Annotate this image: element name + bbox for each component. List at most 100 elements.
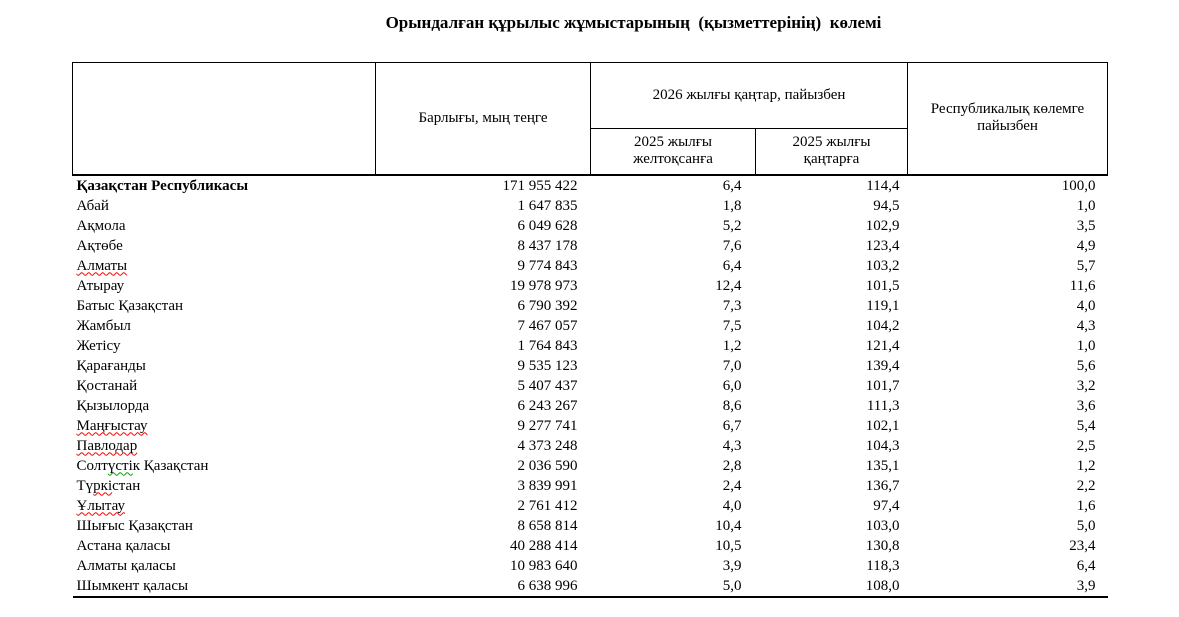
republic-share-cell: 5,6 [1076, 357, 1096, 374]
republic-share-cell: 1,0 [1076, 337, 1096, 354]
change-vs-dec-2025-cell: 6,7 [722, 417, 742, 434]
region-text: Ақмола [76, 217, 126, 234]
republic-share-cell: 5,7 [1076, 257, 1096, 274]
region-text: Батыс Қазақстан [76, 297, 184, 314]
table-row: Қарағанды 9 535 123 7,0 139,4 5,6 [73, 356, 1108, 376]
change-vs-jan-2025-cell: 103,2 [865, 257, 900, 274]
region-text: Жетісу [76, 337, 121, 354]
change-vs-dec-2025-cell: 7,6 [722, 237, 742, 254]
change-vs-dec-2025-cell: 6,4 [722, 177, 742, 194]
republic-share-cell: 1,2 [1076, 457, 1096, 474]
republic-share-cell: 1,0 [1076, 197, 1096, 214]
region-text: Ақтөбе [76, 237, 123, 254]
region-cell: Ұлытау [73, 496, 376, 516]
region-text: Солт [76, 457, 108, 474]
republic-share-cell: 3,6 [1076, 397, 1096, 414]
total-cell: 40 288 414 [510, 537, 578, 554]
total-cell: 8 658 814 [517, 517, 578, 534]
region-text: Қызылорда [76, 397, 150, 414]
header-group-january-2026-percent: 2026 жылғы қаңтар, пайызбен [590, 62, 908, 129]
table-row: Шығыс Қазақстан 8 658 814 10,4 103,0 5,0 [73, 516, 1108, 536]
total-cell: 9 535 123 [517, 357, 578, 374]
total-cell: 2 761 412 [517, 497, 578, 514]
header-republic-volume-percent: Республикалық көлемге пайызбен [907, 62, 1108, 176]
change-vs-dec-2025-cell: 5,2 [722, 217, 742, 234]
change-vs-jan-2025-cell: 130,8 [865, 537, 900, 554]
change-vs-dec-2025-cell: 7,3 [722, 297, 742, 314]
change-vs-jan-2025-cell: 101,7 [865, 377, 900, 394]
republic-share-cell: 4,9 [1076, 237, 1096, 254]
table-row: Алматы қаласы 10 983 640 3,9 118,3 6,4 [73, 556, 1108, 576]
table-row: Абай 1 647 835 1,8 94,5 1,0 [73, 196, 1108, 216]
change-vs-dec-2025-cell: 4,0 [722, 497, 742, 514]
header-row-2: 2025 жылғы желтоқсанға 2025 жылғы қаңтар… [73, 128, 1108, 176]
table-row: Ұлытау 2 761 412 4,0 97,4 1,6 [73, 496, 1108, 516]
total-cell: 6 243 267 [517, 397, 578, 414]
change-vs-dec-2025-cell: 10,4 [715, 517, 742, 534]
region-cell: Жетісу [73, 336, 376, 356]
total-cell: 10 983 640 [510, 557, 578, 574]
republic-share-cell: 2,2 [1076, 477, 1096, 494]
change-vs-dec-2025-cell: 7,5 [722, 317, 742, 334]
region-cell: Қызылорда [73, 396, 376, 416]
region-cell: Алматы қаласы [73, 556, 376, 576]
region-text: Атырау [76, 277, 125, 294]
misspelled-text: Ұлытау [76, 497, 126, 514]
total-cell: 2 036 590 [517, 457, 578, 474]
table-row: Қостанай 5 407 437 6,0 101,7 3,2 [73, 376, 1108, 396]
region-cell: Ақмола [73, 216, 376, 236]
total-cell: 171 955 422 [502, 177, 578, 194]
change-vs-dec-2025-cell: 2,8 [722, 457, 742, 474]
region-cell: Қарағанды [73, 356, 376, 376]
region-text: Астана қаласы [76, 537, 171, 554]
table-row: Қазақстан Республикасы 171 955 422 6,4 114,… [73, 175, 1108, 196]
region-cell: Алматы [73, 256, 376, 276]
header-total-thousand-tenge: Барлығы, мың теңге [375, 62, 591, 176]
change-vs-jan-2025-cell: 102,9 [865, 217, 900, 234]
change-vs-dec-2025-cell: 4,3 [722, 437, 742, 454]
header-row-1: Барлығы, мың теңге 2026 жылғы қаңтар, па… [72, 62, 1108, 176]
region-text: Қостанай [76, 377, 138, 394]
total-cell: 8 437 178 [517, 237, 578, 254]
republic-share-cell: 11,6 [1069, 277, 1096, 294]
region-text: Қарағанды [76, 357, 146, 374]
change-vs-jan-2025-cell: 103,0 [865, 517, 900, 534]
change-vs-jan-2025-cell: 108,0 [755, 575, 908, 598]
table-row: Ақтөбе 8 437 178 7,6 123,4 4,9 [73, 236, 1108, 256]
region-cell: Павлодар [73, 436, 376, 456]
construction-volume-table: Барлығы, мың теңге 2026 жылғы қаңтар, па… [72, 62, 1108, 598]
republic-share-cell: 100,0 [1061, 177, 1096, 194]
republic-share-cell: 3,9 [907, 575, 1108, 598]
table-row: Солтүстік Қазақстан 2 036 590 2,8 135,1 1,2 [73, 456, 1108, 476]
republic-share-cell: 5,0 [1076, 517, 1096, 534]
change-vs-jan-2025-cell: 123,4 [865, 237, 900, 254]
region-text: Шығыс Қазақстан [76, 517, 193, 534]
table-row: Түркістан 3 839 991 2,4 136,7 2,2 [73, 476, 1108, 496]
table-row: Жамбыл 7 467 057 7,5 104,2 4,3 [73, 316, 1108, 336]
table-row: Шымкент қаласы 6 638 996 5,0 108,0 3,9 [72, 575, 1108, 598]
region-cell: Ақтөбе [73, 236, 376, 256]
republic-share-cell: 1,6 [1076, 497, 1096, 514]
change-vs-dec-2025-cell: 8,6 [722, 397, 742, 414]
misspelled-text: үсті [107, 457, 133, 474]
header-to-january-2025: 2025 жылғы қаңтарға [755, 128, 908, 176]
total-cell: 1 764 843 [517, 337, 578, 354]
change-vs-jan-2025-cell: 121,4 [865, 337, 900, 354]
table-body: Қазақстан Республикасы 171 955 422 6,4 114,… [72, 175, 1108, 598]
change-vs-dec-2025-cell: 12,4 [715, 277, 742, 294]
region-cell: Солтүстік Қазақстан [73, 456, 376, 476]
region-cell: Астана қаласы [73, 536, 376, 556]
total-cell: 19 978 973 [510, 277, 578, 294]
republic-share-cell: 4,0 [1076, 297, 1096, 314]
change-vs-jan-2025-cell: 139,4 [865, 357, 900, 374]
change-vs-dec-2025-cell: 1,2 [722, 337, 742, 354]
total-cell: 7 467 057 [517, 317, 578, 334]
region-cell: Батыс Қазақстан [73, 296, 376, 316]
republic-share-cell: 3,2 [1076, 377, 1096, 394]
region-cell: Абай [73, 196, 376, 216]
change-vs-dec-2025-cell: 2,4 [722, 477, 742, 494]
change-vs-jan-2025-cell: 119,1 [866, 297, 900, 314]
misspelled-text: Маңғыстау [76, 417, 148, 434]
change-vs-dec-2025-cell: 1,8 [722, 197, 742, 214]
change-vs-dec-2025-cell: 6,0 [722, 377, 742, 394]
